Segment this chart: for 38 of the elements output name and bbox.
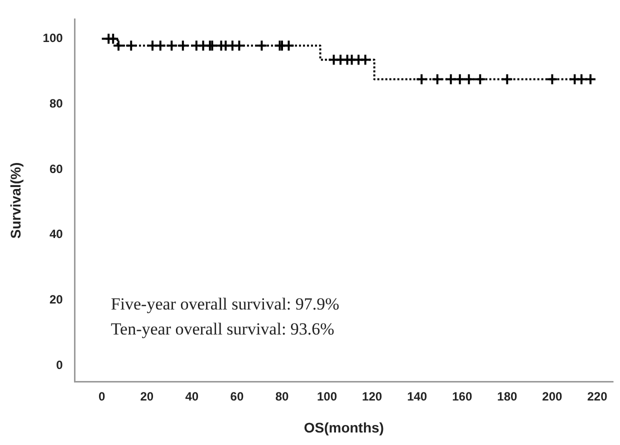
x-tick-label: 220 [587, 389, 608, 404]
x-tick-label: 200 [542, 389, 563, 404]
x-tick-label: 80 [275, 389, 289, 404]
x-tick-label: 160 [452, 389, 472, 404]
point [125, 40, 138, 52]
point [256, 40, 268, 52]
y-tick-label: 80 [49, 96, 64, 110]
y-tick-label: 60 [49, 162, 64, 176]
annotation: Ten-year overall survival: 93.6% [110, 319, 334, 338]
point [546, 73, 558, 86]
point [431, 73, 444, 86]
y-tick-label: 20 [49, 292, 64, 306]
point [462, 73, 475, 86]
x-tick-label: 40 [185, 389, 199, 404]
point [282, 40, 295, 52]
point [154, 40, 166, 52]
point [166, 40, 178, 52]
annotation: Five-year overall survival: 97.9% [110, 294, 340, 314]
x-tick-label: 60 [230, 389, 244, 404]
x-tick-label: 180 [497, 389, 518, 404]
point [474, 73, 486, 86]
point [233, 40, 246, 52]
point [575, 73, 588, 86]
point [416, 73, 428, 86]
point [501, 73, 514, 86]
point [454, 73, 466, 86]
y-tick-label: 0 [56, 358, 64, 372]
y-tick-label: 40 [49, 227, 64, 242]
x-tick-label: 20 [140, 389, 154, 404]
x-tick-label: 120 [362, 389, 382, 404]
x-tick-label: 0 [98, 389, 106, 404]
x-tick-label: 100 [317, 389, 338, 404]
y-tick-label: 100 [42, 31, 64, 46]
point [176, 40, 189, 52]
y-axis-title: Survival(%) [7, 162, 24, 239]
x-axis-title: OS(months) [304, 419, 384, 436]
point [359, 54, 372, 66]
x-tick-label: 140 [407, 389, 428, 404]
